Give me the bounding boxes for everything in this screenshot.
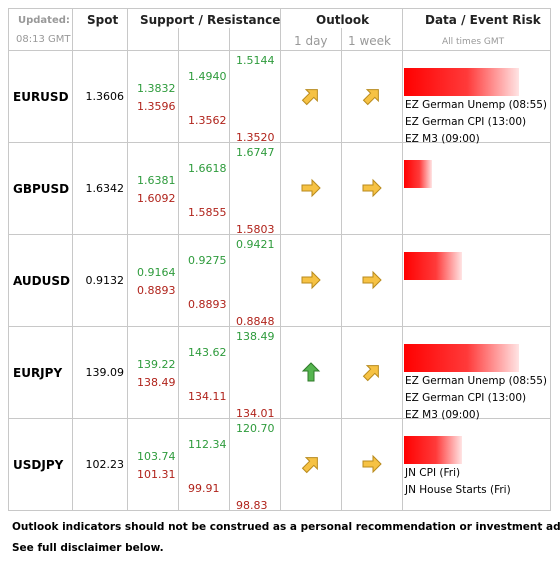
row-border [8,142,551,143]
resistance: 0.9421 [236,238,275,251]
spot: 0.9132 [85,274,125,287]
support: 1.5803 [236,223,275,236]
spot: 139.09 [85,366,125,379]
cell-border [280,8,281,510]
outlook-day-icon [300,177,322,199]
resistance: 143.62 [188,346,227,359]
event: EZ M3 (09:00) [405,133,480,145]
event-risk-bar [404,436,462,464]
cell-border [72,8,73,510]
cell-border [127,8,128,510]
support: 138.49 [137,376,176,389]
support: 134.11 [188,390,227,403]
support: 1.3596 [137,100,176,113]
outlook-week-icon [361,85,383,107]
footer-note: See full disclaimer below. [12,542,164,554]
support: 0.8893 [188,298,227,311]
pair: EURJPY [13,366,63,380]
event: JN House Starts (Fri) [405,484,511,496]
support: 1.5855 [188,206,227,219]
header-time: 08:13 GMT [16,34,71,45]
support: 98.83 [236,499,268,512]
resistance: 1.6618 [188,162,227,175]
support: 101.31 [137,468,176,481]
cell-border [229,28,230,510]
header-sr: Support / Resistance [140,13,281,27]
resistance: 103.74 [137,450,176,463]
event: EZ German CPI (13:00) [405,392,527,404]
outlook-week-icon [361,177,383,199]
outlook-week-icon [361,453,383,475]
resistance: 120.70 [236,422,275,435]
resistance: 0.9275 [188,254,227,267]
pair: USDJPY [13,458,64,472]
outlook-day-icon [300,269,322,291]
spot: 1.3606 [85,90,125,103]
cell-border [550,8,551,510]
row-border [8,418,551,419]
row-border [8,326,551,327]
cell-border [8,8,9,510]
header-day: 1 day [294,34,328,48]
event-risk-bar [404,68,519,96]
resistance: 138.49 [236,330,275,343]
header-event-risk: Data / Event Risk [425,13,541,27]
row-border [8,510,551,511]
cell-border [402,8,403,510]
event-risk-bar [404,160,432,188]
event: EZ M3 (09:00) [405,409,480,421]
cell-border [178,28,179,510]
row-border [8,50,551,51]
resistance: 1.6747 [236,146,275,159]
support: 1.3562 [188,114,227,127]
resistance: 139.22 [137,358,176,371]
event-risk-bar [404,344,519,372]
pair: EURUSD [13,90,69,104]
pair: AUDUSD [13,274,70,288]
event-risk-bar [404,252,462,280]
event: EZ German Unemp (08:55) [405,375,548,387]
resistance: 1.5144 [236,54,275,67]
outlook-week-icon [361,361,383,383]
event: EZ German CPI (13:00) [405,116,527,128]
outlook-day-icon [300,85,322,107]
resistance: 0.9164 [137,266,176,279]
header-times: All times GMT [442,37,505,47]
outlook-day-icon [300,453,322,475]
support: 0.8893 [137,284,176,297]
outlook-week-icon [361,269,383,291]
resistance: 1.6381 [137,174,176,187]
footer-note: Outlook indicators should not be constru… [12,521,560,533]
support: 1.3520 [236,131,275,144]
pair: GBPUSD [13,182,70,196]
support: 99.91 [188,482,220,495]
resistance: 1.3832 [137,82,176,95]
resistance: 112.34 [188,438,227,451]
support: 1.6092 [137,192,176,205]
event: JN CPI (Fri) [405,467,461,479]
row-border [8,234,551,235]
spot: 1.6342 [85,182,125,195]
event: EZ German Unemp (08:55) [405,99,548,111]
resistance: 1.4940 [188,70,227,83]
support: 134.01 [236,407,275,420]
cell-border [341,28,342,510]
spot: 102.23 [85,458,125,471]
row-border [8,8,551,9]
outlook-day-icon [300,361,322,383]
header-spot: Spot [87,13,119,27]
support: 0.8848 [236,315,275,328]
header-outlook: Outlook [316,13,370,27]
header-updated: Updated: [18,15,70,26]
header-week: 1 week [348,34,391,48]
